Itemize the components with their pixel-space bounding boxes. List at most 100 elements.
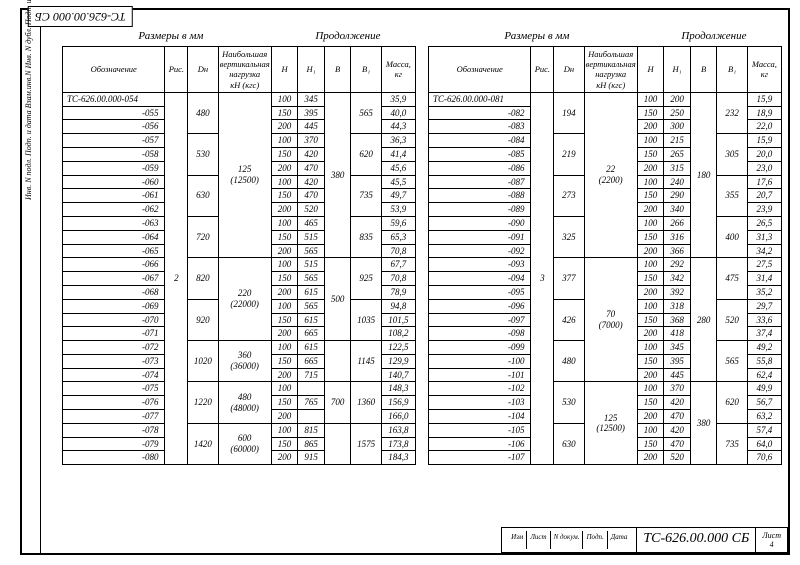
cell-mass: 63,2 <box>747 410 781 424</box>
cell-mass: 26,5 <box>747 216 781 230</box>
cell-dn: 530 <box>554 382 584 423</box>
cell-mass: 49,9 <box>747 382 781 396</box>
cell-h1: 765 <box>298 396 325 410</box>
cell-mass: 62,4 <box>747 368 781 382</box>
cell-dn: 480 <box>188 92 218 133</box>
cell-h1: 370 <box>664 382 691 396</box>
cell-mass: 57,4 <box>747 423 781 437</box>
cell-oboz: -085 <box>429 147 531 161</box>
sheet-cell: Лист 4 <box>755 528 787 552</box>
cell-h: 200 <box>637 451 664 465</box>
cell-dn: 530 <box>188 134 218 175</box>
cell-mass: 31,4 <box>747 272 781 286</box>
cell-b1: 475 <box>717 258 747 299</box>
cell-mass: 35,9 <box>381 92 415 106</box>
cell-h1: 300 <box>664 120 691 134</box>
cell-h: 100 <box>637 134 664 148</box>
cell-h: 150 <box>637 354 664 368</box>
cell-h: 150 <box>271 313 298 327</box>
table-row: -09337770(7000)10029228047527,5 <box>429 258 782 272</box>
cell-oboz: -107 <box>429 451 531 465</box>
column-header: B <box>690 47 717 93</box>
cell-h: 200 <box>637 368 664 382</box>
cell-oboz: -086 <box>429 161 531 175</box>
cell-h1: 392 <box>664 285 691 299</box>
cell-h1: 265 <box>664 147 691 161</box>
cell-h: 200 <box>271 327 298 341</box>
column-header: B₁ <box>717 47 747 93</box>
cell-b: 700 <box>324 382 351 423</box>
cell-h1: 290 <box>664 189 691 203</box>
tables-area: Размеры в мм Продолжение ОбозначениеРис.… <box>62 30 782 515</box>
cell-h1: 292 <box>664 258 691 272</box>
cell-h: 150 <box>271 396 298 410</box>
cell-h: 200 <box>271 244 298 258</box>
cell-dn: 377 <box>554 258 584 299</box>
cell-oboz: ТС-626.00.000-081 <box>429 92 531 106</box>
cell-h1: 715 <box>298 368 325 382</box>
cell-mass: 17,6 <box>747 175 781 189</box>
cell-b1: 735 <box>351 175 381 216</box>
cell-h: 200 <box>637 203 664 217</box>
cell-dn: 426 <box>554 299 584 340</box>
cell-mass: 41,4 <box>381 147 415 161</box>
cell-h: 200 <box>271 120 298 134</box>
cell-mass: 15,9 <box>747 92 781 106</box>
left-table-block: Размеры в мм Продолжение ОбозначениеРис.… <box>62 30 416 515</box>
cell-h1: 318 <box>664 299 691 313</box>
cell-h1: 366 <box>664 244 691 258</box>
cell-oboz: -097 <box>429 313 531 327</box>
cell-oboz: -092 <box>429 244 531 258</box>
cell-h: 200 <box>271 368 298 382</box>
cell-b1: 620 <box>717 382 747 423</box>
cell-h: 150 <box>271 230 298 244</box>
cell-h: 150 <box>637 396 664 410</box>
cell-oboz: -091 <box>429 230 531 244</box>
cell-h1: 316 <box>664 230 691 244</box>
cell-b: 500 <box>324 258 351 341</box>
cell-mass: 15,9 <box>747 134 781 148</box>
table-row: -066820220(22000)10051550092567,7 <box>63 258 416 272</box>
cell-h1: 915 <box>298 451 325 465</box>
cell-h1: 565 <box>298 244 325 258</box>
cell-h1: 345 <box>298 92 325 106</box>
stamp-cells: ИзмЛистN докум.Подп.Дата <box>502 528 636 552</box>
cell-oboz: -055 <box>63 106 165 120</box>
cell-oboz: -062 <box>63 203 165 217</box>
cell-oboz: -084 <box>429 134 531 148</box>
cell-h1: 470 <box>664 437 691 451</box>
cell-load: 220(22000) <box>218 258 271 341</box>
cell-mass: 49,7 <box>381 189 415 203</box>
cell-h1: 565 <box>298 272 325 286</box>
cell-h: 200 <box>637 120 664 134</box>
cell-h: 100 <box>637 382 664 396</box>
cell-load: 125(12500) <box>218 92 271 258</box>
cell-b1: 565 <box>717 341 747 382</box>
cell-h: 150 <box>271 147 298 161</box>
cell-mass: 163,8 <box>381 423 415 437</box>
cell-b1: 1145 <box>351 341 381 382</box>
column-header: НаибольшаявертикальнаянагрузкакН (кгс) <box>218 47 271 93</box>
cell-oboz: -071 <box>63 327 165 341</box>
cell-mass: 101,5 <box>381 313 415 327</box>
cell-h1: 420 <box>298 147 325 161</box>
sizes-title-r: Размеры в мм <box>428 30 646 42</box>
cell-dn: 820 <box>188 258 218 299</box>
cell-h1: 665 <box>298 327 325 341</box>
cell-h: 100 <box>637 299 664 313</box>
cell-mass: 67,7 <box>381 258 415 272</box>
cell-dn: 1420 <box>188 423 218 464</box>
cell-load: 360(36000) <box>218 341 271 382</box>
cell-b: 380 <box>324 92 351 258</box>
cell-mass: 156,9 <box>381 396 415 410</box>
cell-mass: 33,6 <box>747 313 781 327</box>
cell-h1: 470 <box>298 161 325 175</box>
cell-oboz: -058 <box>63 147 165 161</box>
cell-oboz: -068 <box>63 285 165 299</box>
cell-b: 280 <box>690 258 717 382</box>
cell-h1: 470 <box>298 189 325 203</box>
cell-h: 150 <box>637 437 664 451</box>
column-header: H <box>637 47 664 93</box>
cell-oboz: -083 <box>429 120 531 134</box>
cell-h: 100 <box>637 216 664 230</box>
